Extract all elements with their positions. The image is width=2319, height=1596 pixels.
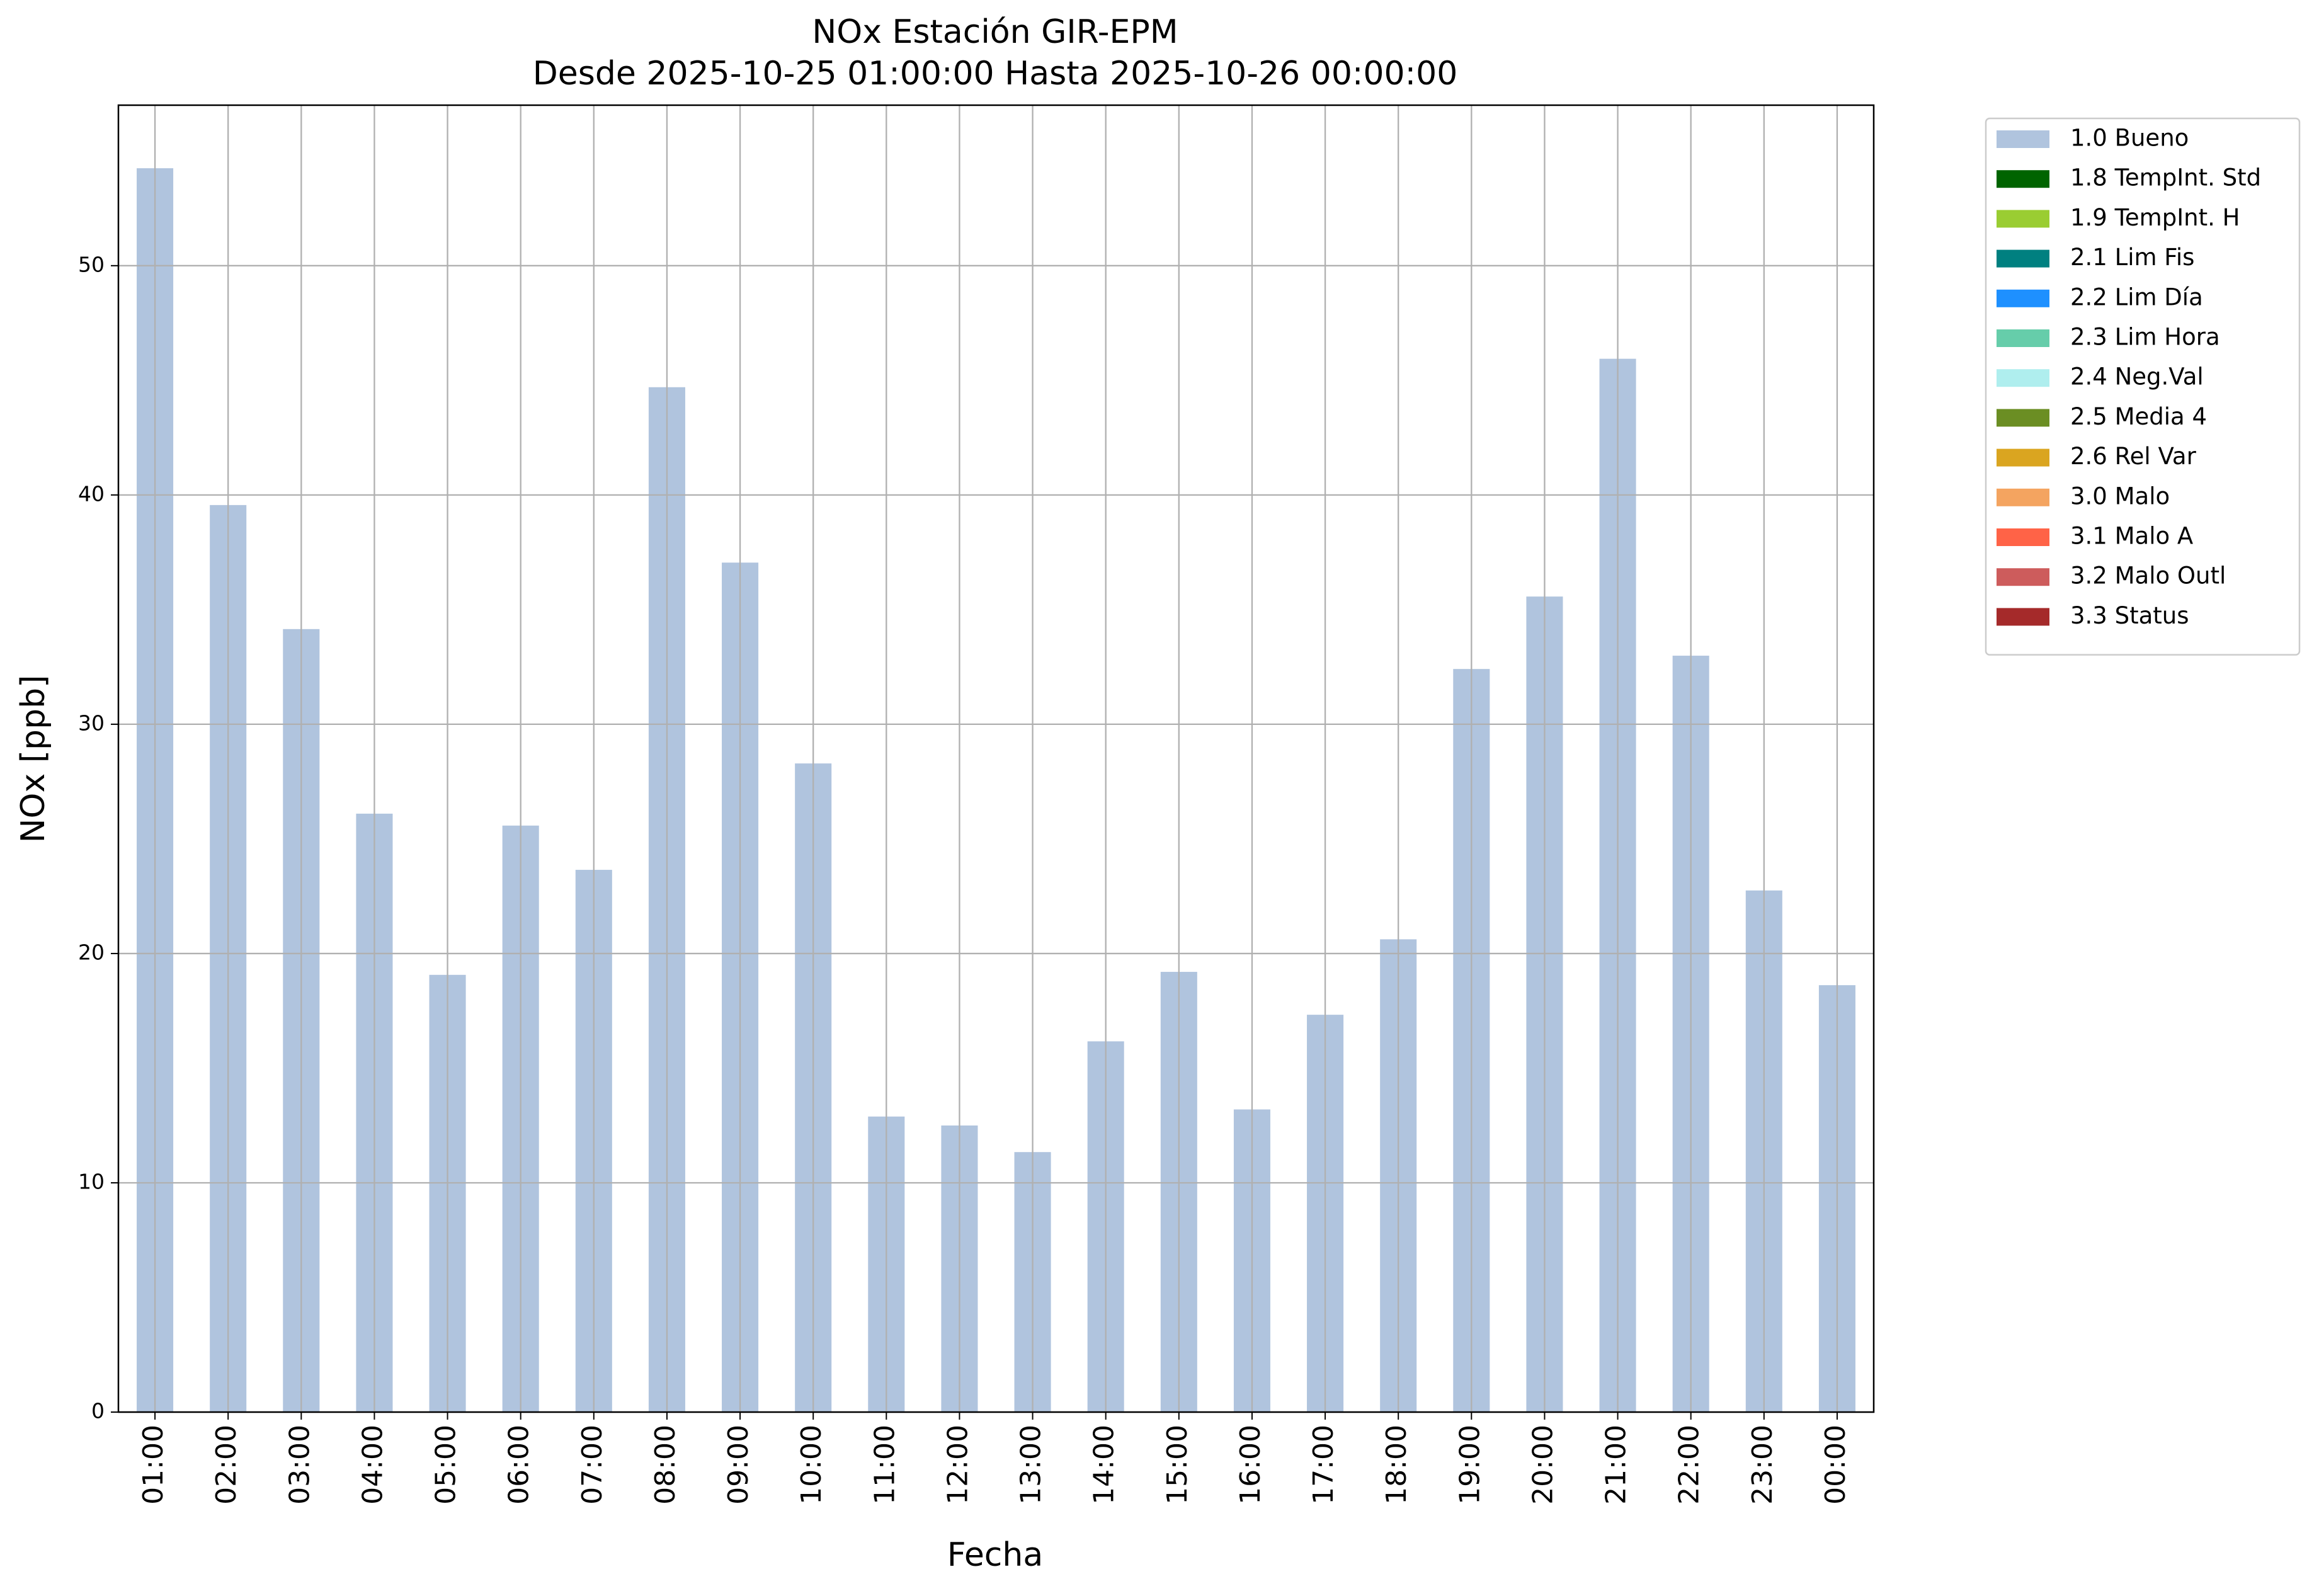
legend-swatch (1997, 528, 2049, 546)
legend-label: 2.2 Lim Día (2070, 283, 2203, 311)
x-tick-label: 05:00 (430, 1425, 462, 1505)
legend-label: 1.9 TempInt. H (2070, 204, 2240, 231)
legend-swatch (1997, 568, 2049, 586)
legend-label: 1.8 TempInt. Std (2070, 164, 2261, 191)
legend-label: 2.5 Media 4 (2070, 403, 2207, 430)
x-tick-label: 04:00 (356, 1425, 389, 1505)
y-axis-label: NOx [ppb] (14, 675, 52, 843)
legend-swatch (1997, 448, 2049, 467)
x-tick-label: 15:00 (1161, 1425, 1194, 1505)
legend-swatch (1997, 488, 2049, 506)
legend-label: 2.4 Neg.Val (2070, 363, 2204, 390)
legend-swatch (1997, 329, 2049, 347)
x-axis-label: Fecha (947, 1536, 1043, 1574)
legend-swatch (1997, 249, 2049, 268)
x-tick-label: 20:00 (1527, 1425, 1559, 1505)
x-tick-label: 13:00 (1015, 1425, 1047, 1505)
x-tick-label: 11:00 (869, 1425, 901, 1505)
legend-frame (1985, 117, 2301, 656)
x-tick-label: 06:00 (503, 1425, 535, 1505)
legend-swatch (1997, 170, 2049, 188)
x-tick-label: 08:00 (649, 1425, 681, 1505)
chart-title: NOx Estación GIR-EPM (812, 13, 1178, 51)
legend-label: 3.2 Malo Outl (2070, 562, 2226, 590)
y-tick-label: 30 (78, 710, 105, 735)
y-tick-label: 10 (78, 1169, 105, 1194)
x-tick-label: 23:00 (1746, 1425, 1779, 1505)
x-tick-label: 12:00 (942, 1425, 974, 1505)
plot-frame (117, 104, 1875, 1413)
legend-swatch (1997, 409, 2049, 427)
legend-label: 3.3 Status (2070, 602, 2189, 629)
y-tick-label: 50 (78, 252, 105, 276)
x-tick-label: 21:00 (1600, 1425, 1632, 1505)
x-tick-label: 19:00 (1454, 1425, 1486, 1505)
legend-swatch (1997, 289, 2049, 307)
x-tick-label: 03:00 (283, 1425, 316, 1505)
x-tick-label: 17:00 (1308, 1425, 1340, 1505)
x-tick-label: 16:00 (1234, 1425, 1267, 1505)
x-tick-label: 01:00 (137, 1425, 169, 1505)
x-tick-label: 00:00 (1820, 1425, 1852, 1505)
chart-subtitle: Desde 2025-10-25 01:00:00 Hasta 2025-10-… (533, 55, 1458, 93)
legend-swatch (1997, 210, 2049, 228)
x-tick-label: 14:00 (1088, 1425, 1120, 1505)
legend-label: 2.1 Lim Fis (2070, 244, 2194, 271)
legend-label: 1.0 Bueno (2070, 125, 2189, 152)
legend-swatch (1997, 608, 2049, 626)
x-tick-label: 18:00 (1381, 1425, 1413, 1505)
x-tick-label: 10:00 (795, 1425, 828, 1505)
x-tick-label: 22:00 (1673, 1425, 1706, 1505)
legend-label: 3.1 Malo A (2070, 523, 2193, 550)
legend-label: 2.6 Rel Var (2070, 443, 2197, 470)
legend-label: 3.0 Malo (2070, 482, 2170, 510)
legend-swatch (1997, 369, 2049, 387)
x-tick-label: 07:00 (576, 1425, 608, 1505)
x-tick-label: 02:00 (210, 1425, 242, 1505)
legend-label: 2.3 Lim Hora (2070, 324, 2220, 351)
x-tick-label: 09:00 (722, 1425, 755, 1505)
y-tick-label: 40 (78, 481, 105, 506)
y-tick-label: 20 (78, 940, 105, 964)
legend-swatch (1997, 130, 2049, 148)
y-tick-label: 0 (91, 1399, 105, 1423)
bars (137, 168, 1855, 1413)
